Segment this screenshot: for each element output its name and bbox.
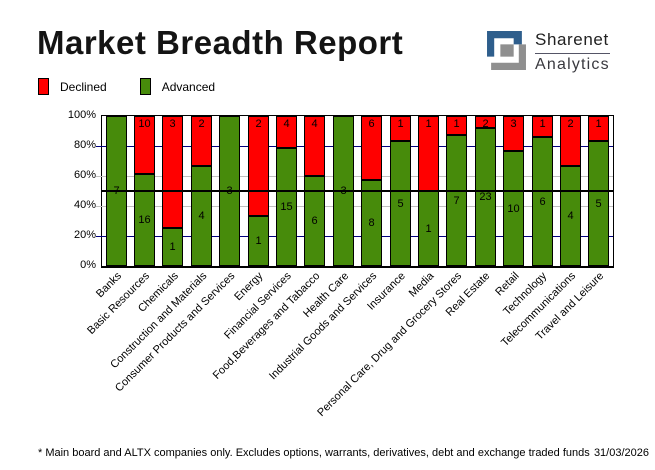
- value-label-advanced-personal-care-drug-and-grocery-stores: 7: [453, 194, 460, 207]
- value-label-declined-insurance: 1: [397, 118, 404, 130]
- bar-advanced-financial-services: [276, 148, 297, 266]
- y-tick-label-100: 100%: [67, 109, 96, 121]
- legend-item-advanced: Advanced: [139, 78, 216, 95]
- bar-advanced-energy: [248, 216, 269, 266]
- value-label-advanced-health-care: 3: [340, 185, 347, 197]
- bar-advanced-insurance: [390, 141, 411, 266]
- plot-area: 7 10 16 3 1 2 4 3 2 1 4 15 4 6 3 6 8 1 5 1 1 1 7 2 23 3 10 1 6 2 4 1 5: [96, 115, 614, 268]
- value-label-declined-technology: 1: [539, 118, 546, 130]
- gridline-60: [102, 175, 613, 177]
- value-label-advanced-food-beverages-and-tabacco: 6: [311, 215, 318, 227]
- value-label-declined-retail: 3: [510, 118, 517, 130]
- gridline-80: [102, 145, 613, 147]
- value-label-declined-industrial-goods-and-services: 6: [368, 118, 375, 130]
- bar-declined-energy: [248, 116, 269, 216]
- logo-brand-name: Sharenet: [535, 30, 610, 54]
- bar-declined-travel-and-leisure: [588, 116, 609, 141]
- legend-swatch-advanced: [139, 78, 151, 95]
- y-tick-label-20: 20%: [73, 229, 96, 241]
- legend-label: Declined: [60, 79, 107, 94]
- value-label-declined-basic-resources: 10: [138, 118, 151, 130]
- value-label-advanced-retail: 10: [507, 202, 520, 215]
- y-tick-label-0: 0%: [80, 259, 96, 271]
- gridtick-80: [96, 145, 102, 147]
- bar-advanced-industrial-goods-and-services: [361, 180, 382, 266]
- bar-declined-chemicals: [162, 116, 183, 228]
- gridtick-40: [96, 205, 102, 207]
- reference-line-50pct: [102, 190, 613, 192]
- value-label-advanced-travel-and-leisure: 5: [595, 197, 602, 210]
- y-tick-label-40: 40%: [73, 199, 96, 211]
- value-label-advanced-basic-resources: 16: [138, 214, 151, 226]
- value-label-advanced-telecommunications: 4: [567, 210, 574, 222]
- value-label-advanced-construction-and-materials: 4: [198, 210, 205, 222]
- footnote: * Main board and ALTX companies only. Ex…: [38, 447, 590, 459]
- bar-declined-financial-services: [276, 116, 297, 148]
- value-label-advanced-media: 1: [425, 222, 432, 235]
- logo-text: Sharenet Analytics: [535, 30, 610, 74]
- page-title: Market Breadth Report: [37, 24, 404, 61]
- bar-declined-food-beverages-and-tabacco: [304, 116, 325, 176]
- value-label-advanced-financial-services: 15: [280, 201, 293, 213]
- bar-declined-real-estate: [475, 116, 496, 128]
- gridline-20: [102, 235, 613, 237]
- bar-declined-basic-resources: [134, 116, 155, 174]
- value-label-advanced-industrial-goods-and-services: 8: [368, 217, 375, 229]
- bar-advanced-travel-and-leisure: [588, 141, 609, 266]
- sharenet-logo-icon: [487, 31, 526, 70]
- bar-declined-retail: [503, 116, 524, 151]
- value-label-declined-travel-and-leisure: 1: [595, 118, 602, 130]
- value-label-advanced-consumer-products-and-services: 3: [226, 185, 233, 197]
- value-label-declined-real-estate: 2: [482, 118, 489, 130]
- bar-declined-insurance: [390, 116, 411, 141]
- bar-advanced-retail: [503, 151, 524, 266]
- value-label-declined-energy: 2: [255, 118, 262, 130]
- bar-declined-personal-care-drug-and-grocery-stores: [446, 116, 467, 135]
- value-label-advanced-real-estate: 23: [479, 191, 492, 203]
- bar-advanced-personal-care-drug-and-grocery-stores: [446, 135, 467, 266]
- sharenet-logo: Sharenet Analytics: [486, 30, 610, 74]
- bar-declined-industrial-goods-and-services: [361, 116, 382, 180]
- value-label-advanced-insurance: 5: [397, 197, 404, 210]
- legend-label: Advanced: [161, 79, 216, 94]
- y-tick-label-60: 60%: [73, 169, 96, 181]
- bar-declined-technology: [532, 116, 553, 137]
- value-label-advanced-chemicals: 1: [169, 241, 176, 253]
- bar-advanced-food-beverages-and-tabacco: [304, 176, 325, 266]
- report-date: 31/03/2026: [593, 447, 649, 459]
- bar-declined-construction-and-materials: [191, 116, 212, 166]
- bar-advanced-real-estate: [475, 128, 496, 266]
- bar-advanced-chemicals: [162, 228, 183, 266]
- gridline-40: [102, 205, 613, 207]
- logo-brand-sub: Analytics: [535, 56, 610, 73]
- y-tick-label-80: 80%: [73, 139, 96, 151]
- value-label-advanced-technology: 6: [539, 195, 546, 208]
- legend-swatch-declined: [38, 78, 49, 95]
- bar-advanced-technology: [532, 137, 553, 266]
- value-label-declined-personal-care-drug-and-grocery-stores: 1: [453, 118, 460, 130]
- gridtick-60: [96, 175, 102, 177]
- value-label-advanced-energy: 1: [255, 235, 262, 247]
- value-label-declined-media: 1: [425, 118, 432, 130]
- chart-legend: Declined Advanced: [38, 78, 215, 95]
- bar-advanced-basic-resources: [134, 174, 155, 266]
- value-label-advanced-banks: 7: [113, 185, 120, 197]
- value-label-declined-telecommunications: 2: [567, 118, 574, 130]
- value-label-declined-construction-and-materials: 2: [198, 118, 205, 130]
- gridtick-20: [96, 235, 102, 237]
- value-label-declined-chemicals: 3: [169, 118, 176, 130]
- value-label-declined-food-beverages-and-tabacco: 4: [311, 118, 318, 130]
- legend-item-declined: Declined: [38, 78, 107, 95]
- bar-declined-telecommunications: [560, 116, 581, 166]
- value-label-declined-financial-services: 4: [283, 118, 290, 130]
